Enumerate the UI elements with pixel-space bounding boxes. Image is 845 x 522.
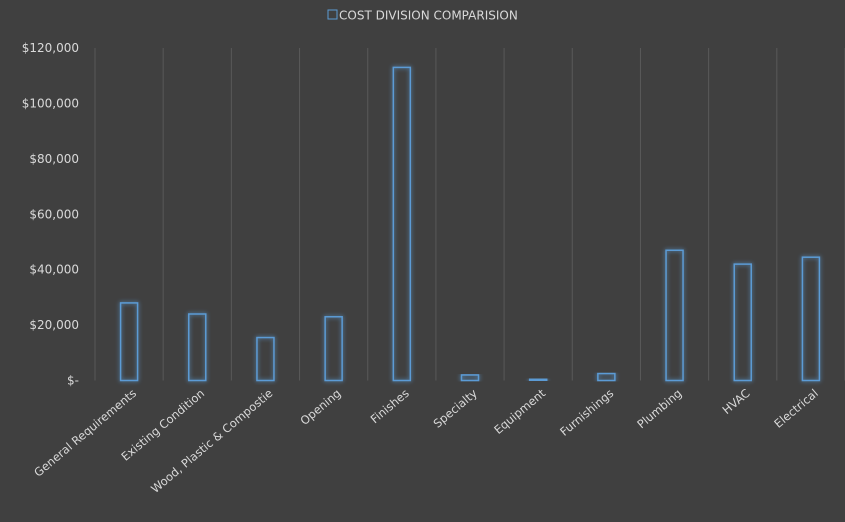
x-tick-label: Specialty: [431, 386, 481, 431]
bar-furnishings: [597, 372, 616, 382]
legend: COST DIVISION COMPARISION: [327, 9, 518, 23]
x-tick-label: General Requirements: [31, 386, 139, 480]
y-tick-label: $20,000: [29, 318, 79, 332]
x-tick-label: Opening: [297, 386, 343, 428]
x-tick-label: Wood, Plastic & Compostie: [148, 386, 275, 496]
bar-specialty: [460, 374, 480, 382]
y-axis: $- $20,000 $40,000 $60,000 $80,000 $100,000 $1…: [22, 41, 79, 388]
x-tick-label: Electrical: [771, 386, 820, 431]
y-tick-label: $40,000: [29, 263, 79, 277]
bar-opening: [324, 316, 343, 382]
y-tick-label: $100,000: [22, 96, 79, 110]
x-tick-label: Plumbing: [634, 386, 684, 431]
legend-label: COST DIVISION COMPARISION: [339, 9, 518, 23]
y-tick-label: $80,000: [29, 152, 79, 166]
y-tick-label: $120,000: [22, 41, 79, 55]
bar-plumbing: [665, 249, 684, 382]
legend-swatch: [327, 9, 338, 20]
bars: [119, 66, 821, 382]
y-tick-label: $-: [67, 374, 79, 388]
x-tick-label: Finishes: [368, 386, 412, 426]
bar-electrical: [801, 256, 821, 382]
x-tick-label: HVAC: [720, 386, 753, 417]
x-tick-label: Equipment: [491, 386, 548, 437]
bar-hvac: [733, 263, 752, 382]
y-tick-label: $60,000: [29, 207, 79, 221]
bar-finishes: [392, 66, 412, 382]
bar-equipment: [528, 378, 548, 382]
bar-wood-plastic-compostie: [256, 336, 275, 382]
grid: [94, 48, 845, 381]
x-tick-label: Furnishings: [557, 386, 616, 439]
bar-general-requirements: [119, 302, 139, 382]
bar-existing-condition: [188, 313, 207, 382]
